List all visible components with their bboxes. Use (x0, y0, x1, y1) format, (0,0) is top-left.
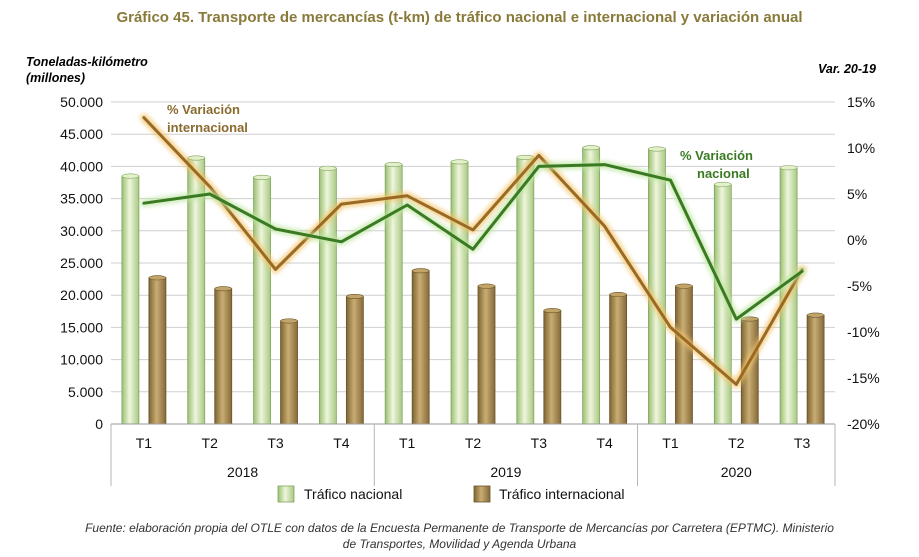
bar-cap-trafico-nacional (319, 165, 337, 171)
bar-cap-trafico-internacional (148, 275, 167, 281)
chart-title: Gráfico 45. Transporte de mercancías (t-… (116, 9, 803, 26)
bar-cap-trafico-nacional (648, 146, 666, 152)
bar-cap-trafico-internacional (609, 292, 627, 298)
legend-swatch-trafico-internacional (473, 485, 491, 503)
chart-canvas: 50.000 45.000 40.000 35.000 30.000 25.000 20.0… (60, 94, 880, 503)
right-tick-label: -10% (847, 324, 880, 340)
left-tick-label: 50.000 (60, 94, 103, 110)
bar-cap-trafico-internacional (280, 318, 298, 324)
right-tick-label: -5% (847, 278, 872, 294)
bar-cap-trafico-nacional (713, 181, 732, 187)
bar-cap-trafico-nacional (450, 159, 469, 165)
bar-trafico-nacional (384, 164, 403, 425)
annotation-variacion-nacional: nacional (697, 166, 750, 181)
bar-trafico-internacional (345, 296, 364, 425)
x-tick-label: T3 (267, 435, 284, 451)
bar-cap-trafico-internacional (214, 286, 233, 292)
bar-cap-trafico-internacional (477, 283, 496, 289)
x-tick-label: T1 (399, 435, 416, 451)
bar-cap-trafico-nacional (121, 173, 140, 179)
legend-swatch-trafico-nacional (277, 485, 295, 503)
bar-trafico-internacional (675, 285, 693, 425)
right-tick-label: -15% (847, 370, 880, 386)
legend-label-trafico-nacional: Tráfico nacional (304, 486, 402, 502)
x-tick-label: T4 (596, 435, 613, 451)
bar-cap-trafico-internacional (806, 312, 825, 318)
left-tick-label: 15.000 (60, 319, 103, 335)
left-tick-label: 40.000 (60, 158, 103, 174)
bar-trafico-nacional (582, 147, 601, 425)
line-variacion-internacional (142, 116, 804, 386)
left-tick-label: 20.000 (60, 287, 103, 303)
left-axis-label-line2: (millones) (26, 71, 86, 85)
x-tick-label: T1 (662, 435, 679, 451)
x-year-label: 2019 (490, 464, 521, 480)
bar-cap-trafico-internacional (346, 293, 364, 299)
bar-trafico-internacional (806, 314, 825, 425)
right-tick-label: 5% (847, 186, 867, 202)
right-tick-label: 10% (847, 140, 875, 156)
footer-line-2: de Transportes, Movilidad y Agenda Urban… (342, 537, 577, 551)
bar-cap-trafico-nacional (582, 145, 600, 151)
x-tick-label: T2 (465, 435, 482, 451)
bar-cap-trafico-nacional (187, 155, 206, 161)
line-variacion-nacional-glow (139, 160, 807, 324)
x-tick-label: T4 (333, 435, 350, 451)
bar-trafico-internacional (214, 288, 233, 425)
x-tick-label: T3 (531, 435, 548, 451)
footer-source: Fuente: elaboración propia del OTLE con … (0, 520, 919, 552)
left-tick-label: 30.000 (60, 223, 103, 239)
bar-trafico-internacional (411, 270, 430, 425)
left-axis-label-line1: Toneladas-kilómetro (26, 55, 148, 69)
left-tick-label: 5.000 (68, 384, 103, 400)
bar-trafico-nacional (516, 156, 535, 425)
bar-cap-trafico-internacional (675, 283, 693, 289)
bar-trafico-internacional (543, 310, 562, 425)
annotation-variacion-internacional: internacional (167, 120, 248, 135)
footer-line-1: Fuente: elaboración propia del OTLE con … (85, 521, 834, 535)
legend-label-trafico-internacional: Tráfico internacional (499, 486, 625, 502)
x-year-label: 2020 (721, 464, 752, 480)
bar-cap-trafico-internacional (543, 308, 562, 314)
annotation-variacion-nacional: % Variación (680, 148, 753, 163)
bar-cap-trafico-nacional (384, 161, 403, 167)
bar-trafico-nacional (450, 161, 469, 425)
left-tick-label: 0 (95, 416, 103, 432)
bar-cap-trafico-nacional (779, 165, 798, 171)
bar-trafico-internacional (280, 320, 298, 425)
bar-trafico-internacional (609, 294, 628, 425)
annotation-variacion-internacional: % Variación (167, 102, 240, 117)
bar-cap-trafico-internacional (411, 268, 430, 274)
bar-trafico-internacional (148, 277, 167, 425)
left-tick-label: 45.000 (60, 126, 103, 142)
right-tick-label: 0% (847, 232, 867, 248)
x-year-label: 2018 (227, 464, 258, 480)
bar-trafico-internacional (477, 285, 496, 425)
bar-cap-trafico-nacional (253, 174, 271, 180)
left-axis-label: Toneladas-kilómetro (millones) (26, 54, 148, 86)
left-tick-label: 35.000 (60, 191, 103, 207)
x-tick-label: T2 (202, 435, 219, 451)
right-tick-label: 15% (847, 94, 875, 110)
x-tick-label: T1 (136, 435, 153, 451)
x-tick-label: T2 (728, 435, 745, 451)
x-tick-label: T3 (794, 435, 811, 451)
line-variacion-nacional (142, 163, 804, 321)
left-tick-label: 25.000 (60, 255, 103, 271)
right-axis-label: Var. 20-19 (818, 62, 876, 76)
bar-trafico-nacional (648, 148, 666, 425)
bar-trafico-nacional (121, 175, 140, 425)
right-tick-label: -20% (847, 416, 880, 432)
left-tick-label: 10.000 (60, 352, 103, 368)
